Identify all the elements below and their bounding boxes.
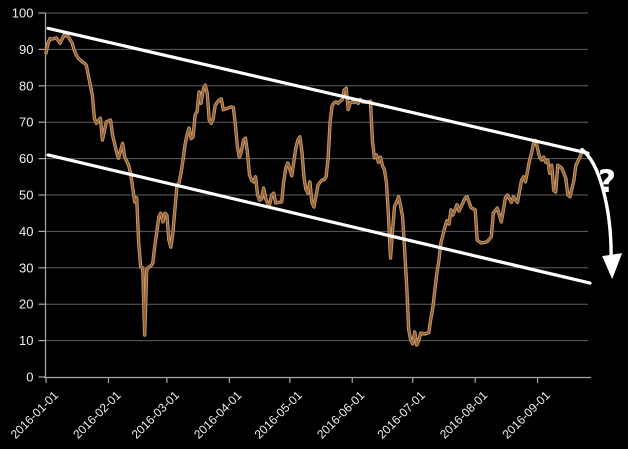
x-tick-label-2016-03-01: 2016-03-01 <box>129 388 183 442</box>
lower-channel-trendline <box>46 153 592 285</box>
y-tick-label-0: 0 <box>26 370 33 385</box>
series-line-core <box>45 34 583 346</box>
y-tick-label-60: 60 <box>19 151 33 166</box>
x-tick-label-2016-02-01: 2016-02-01 <box>70 388 124 442</box>
y-tick-label-40: 40 <box>19 224 33 239</box>
y-tick-label-70: 70 <box>19 115 33 130</box>
breakdown-arrow-head <box>602 253 623 280</box>
x-tick-label-2016-06-01: 2016-06-01 <box>314 388 368 442</box>
upper-channel-trendline <box>46 26 590 155</box>
y-tick-label-20: 20 <box>19 297 33 312</box>
x-tick-label-2016-05-01: 2016-05-01 <box>252 388 306 442</box>
y-tick-label-10: 10 <box>19 333 33 348</box>
y-tick-label-50: 50 <box>19 188 33 203</box>
question-mark-annotation: ? <box>598 164 616 200</box>
x-tick-label-2016-09-01: 2016-09-01 <box>499 388 553 442</box>
y-tick-label-80: 80 <box>19 78 33 93</box>
x-tick-label-2016-04-01: 2016-04-01 <box>191 388 245 442</box>
y-tick-label-90: 90 <box>19 42 33 57</box>
series-line-edge <box>44 33 584 347</box>
y-tick-label-100: 100 <box>12 6 34 21</box>
y-tick-label-30: 30 <box>19 260 33 275</box>
x-tick-label-2016-08-01: 2016-08-01 <box>437 388 491 442</box>
breakdown-arrow-shaft <box>580 147 613 258</box>
x-tick-label-2016-01-01: 2016-01-01 <box>8 388 62 442</box>
x-tick-label-2016-07-01: 2016-07-01 <box>375 388 429 442</box>
